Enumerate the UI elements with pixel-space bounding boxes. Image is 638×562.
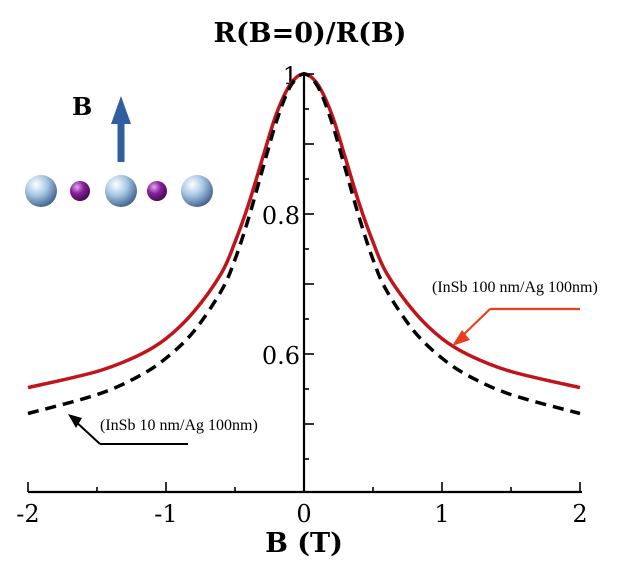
x-axis-label: B (T): [265, 528, 343, 559]
x-tick-labels: -2 -1 0 1 2: [16, 500, 587, 528]
x-tick-label-0: 0: [296, 500, 311, 528]
y-tick-labels: 0.6 0.8 1: [262, 62, 300, 370]
atom-large-3: [181, 175, 213, 207]
atom-large-2: [105, 175, 137, 207]
x-tick-label-neg2: -2: [16, 500, 39, 528]
series-insb-10nm-line: [27, 72, 581, 416]
annotation-insb-100nm-arrowhead: [452, 330, 470, 346]
field-arrow-icon: [111, 96, 131, 124]
annotation-insb-10nm-arrowhead: [68, 414, 82, 428]
annotation-insb-100nm-label: (InSb 100 nm/Ag 100nm): [432, 279, 598, 296]
x-tick-label-1: 1: [434, 500, 449, 528]
x-ticks: [27, 482, 581, 492]
chart-title: R(B=0)/R(B): [214, 18, 407, 49]
y-ticks: [304, 73, 314, 460]
atom-large-1: [25, 175, 57, 207]
atom-small-2: [147, 181, 167, 201]
y-tick-label-0.8: 0.8: [262, 202, 300, 230]
axes: [27, 72, 582, 494]
x-tick-label-2: 2: [572, 500, 587, 528]
x-tick-label-neg1: -1: [154, 500, 177, 528]
atom-small-1: [70, 181, 90, 201]
annotation-insb-10nm-label: (InSb 10 nm/Ag 100nm): [100, 417, 258, 434]
inset-lattice: B: [25, 92, 213, 207]
annotation-insb-100nm: (InSb 100 nm/Ag 100nm): [432, 279, 598, 346]
y-tick-label-0.6: 0.6: [262, 342, 300, 370]
field-label: B: [72, 92, 92, 121]
annotation-insb-10nm: (InSb 10 nm/Ag 100nm): [68, 414, 258, 445]
